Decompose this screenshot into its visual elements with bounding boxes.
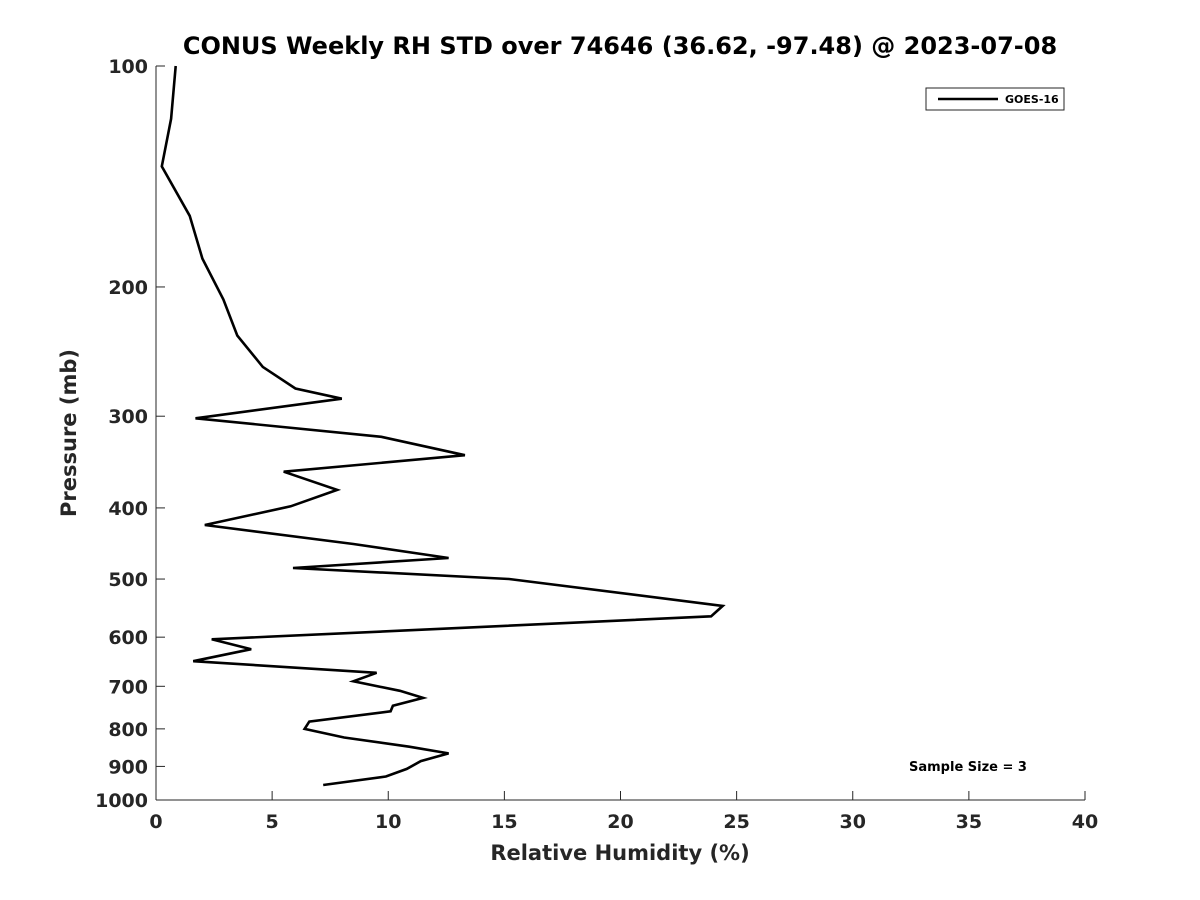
y-tick-label: 600	[108, 627, 148, 649]
x-tick-label: 40	[1072, 811, 1098, 833]
x-axis-label: Relative Humidity (%)	[490, 841, 749, 865]
x-axis-ticks: 0 5 10 15 20 25 30 35 40	[149, 791, 1098, 833]
series-layer	[160, 65, 726, 787]
x-tick-label: 5	[266, 811, 279, 833]
y-tick-label: 1000	[95, 790, 148, 812]
y-tick-label: 200	[108, 277, 148, 299]
x-tick-label: 0	[149, 811, 162, 833]
series-line-goes-16	[160, 65, 726, 787]
sample-size-annotation: Sample Size = 3	[909, 760, 1027, 775]
y-axis-label: Pressure (mb)	[57, 349, 81, 517]
x-tick-label: 15	[491, 811, 517, 833]
x-tick-label: 10	[375, 811, 401, 833]
legend: GOES-16	[925, 87, 1065, 111]
x-tick-label: 25	[723, 811, 749, 833]
x-tick-label: 35	[956, 811, 982, 833]
x-tick-label: 30	[840, 811, 866, 833]
y-tick-label: 100	[108, 56, 148, 78]
y-axis-ticks: 100 200 300 400 500 600 700 800 900 1000	[95, 56, 165, 812]
y-tick-label: 900	[108, 756, 148, 778]
legend-entry-goes-16: GOES-16	[1005, 93, 1059, 106]
chart-title: CONUS Weekly RH STD over 74646 (36.62, -…	[183, 32, 1057, 60]
y-tick-label: 800	[108, 719, 148, 741]
plot-area	[155, 66, 1085, 801]
y-tick-label: 500	[108, 569, 148, 591]
y-tick-label: 400	[108, 498, 148, 520]
y-tick-label: 700	[108, 676, 148, 698]
y-tick-label: 300	[108, 406, 148, 428]
x-tick-label: 20	[607, 811, 633, 833]
